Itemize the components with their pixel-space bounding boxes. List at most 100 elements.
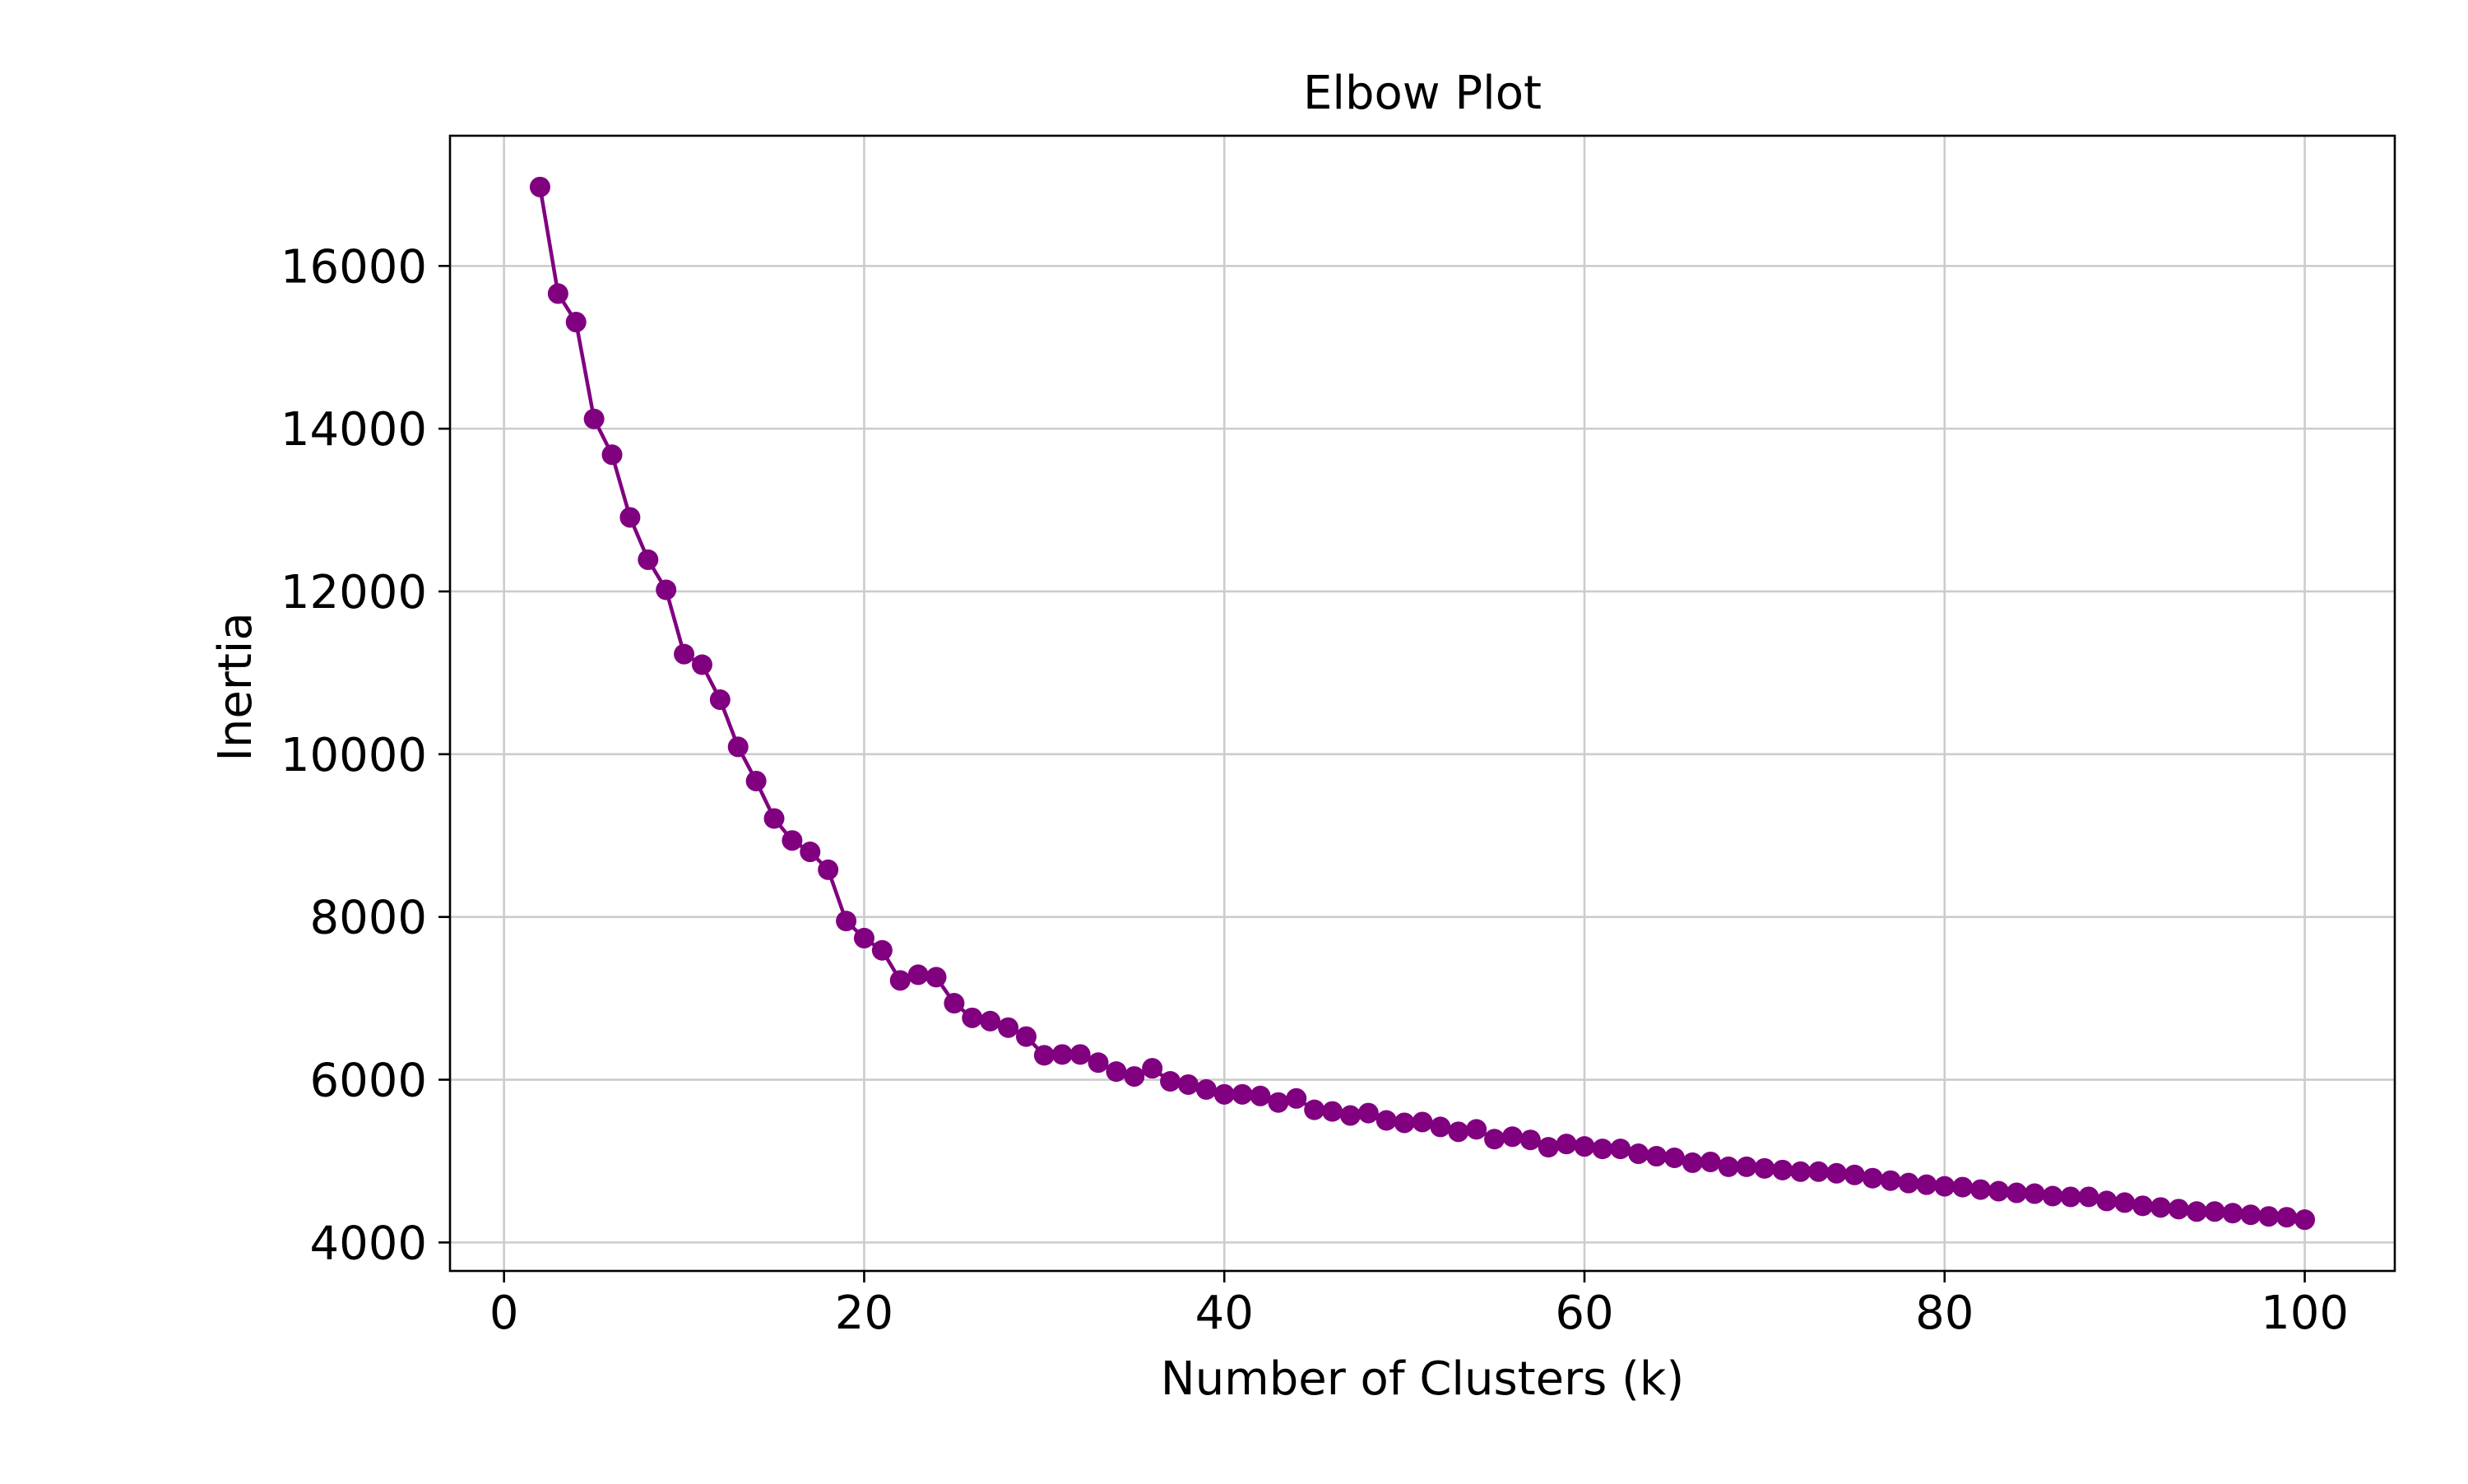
x-tick-label: 40 [1195,1287,1254,1340]
data-point [1610,1139,1631,1160]
y-tick-label: 12000 [281,566,427,619]
data-point [1862,1167,1883,1189]
data-point [2114,1192,2136,1213]
data-point [1574,1136,1595,1157]
data-point [1106,1061,1127,1083]
data-point [1880,1170,1901,1191]
data-point [691,654,712,675]
y-axis-label: Inertia [209,612,262,761]
data-point [2204,1201,2225,1222]
data-point [745,770,767,791]
data-point [1556,1134,1577,1155]
data-point [2240,1204,2262,1226]
data-point [1466,1119,1487,1140]
data-point [674,643,695,665]
data-point [926,967,947,988]
data-point [2258,1206,2280,1227]
data-point [1592,1139,1613,1160]
data-point [1898,1172,1919,1194]
series-layer [529,176,2316,1231]
data-point [1754,1157,1775,1179]
data-point [1268,1092,1289,1113]
data-point [1322,1101,1343,1122]
data-point [565,312,587,333]
data-point [1988,1180,2009,1202]
data-point [782,830,803,851]
data-point [1736,1156,1757,1177]
data-point [1430,1116,1451,1138]
data-point [727,736,749,758]
data-point [2078,1186,2099,1208]
data-point [1069,1044,1091,1065]
y-tick-label: 8000 [309,892,427,945]
y-tick-label: 6000 [309,1055,427,1108]
data-point [2060,1186,2081,1208]
data-point [1412,1111,1433,1133]
data-point [800,842,821,863]
data-point [1682,1152,1703,1173]
x-tick-label: 80 [1915,1287,1974,1340]
data-point [2096,1190,2118,1212]
data-point [2168,1199,2189,1220]
data-point [907,964,929,985]
chart-title: Elbow Plot [1303,67,1542,120]
data-point [619,507,641,528]
tick-layer: 0 20 40 60 80 100 4000 6000 8000 10000 12000 14000 1… [281,240,2349,1340]
data-point [547,283,568,304]
axes-layer [448,134,2396,1273]
data-point [980,1010,1001,1032]
data-point [1916,1174,1937,1195]
data-point [1628,1143,1649,1165]
data-point [853,927,874,948]
data-point [1213,1083,1235,1105]
plot-frame [448,134,2396,1273]
data-point [1357,1102,1379,1124]
x-tick-label: 100 [2261,1287,2349,1340]
y-tick-label: 16000 [281,240,427,294]
data-point [1232,1083,1253,1105]
data-point [2276,1207,2298,1228]
data-point [656,579,677,601]
data-point [1519,1129,1541,1151]
data-point [944,993,965,1014]
y-tick-label: 4000 [309,1217,427,1270]
data-point [871,939,893,961]
data-point [1142,1058,1163,1079]
data-point [1124,1066,1145,1087]
data-point [1934,1176,1955,1197]
data-point [1051,1044,1073,1065]
data-point [1825,1162,1847,1184]
data-point [2186,1201,2207,1222]
data-point [1339,1105,1361,1126]
data-point [836,911,857,932]
data-point [1646,1146,1668,1167]
data-point [1808,1161,1830,1182]
data-point [601,444,623,466]
data-point [1700,1151,1721,1172]
grid-lines [450,136,2395,1271]
data-point [2222,1203,2243,1224]
data-point [1177,1074,1199,1095]
data-point [889,970,911,991]
data-point [1375,1110,1397,1131]
data-point [1033,1045,1055,1066]
data-point [2132,1195,2154,1217]
series-line [538,186,2305,1222]
data-point [1484,1129,1505,1150]
x-tick-label: 0 [489,1287,519,1340]
data-point [1088,1052,1109,1074]
y-tick-label: 10000 [281,729,427,782]
data-point [638,549,659,570]
data-point [1304,1099,1325,1120]
data-point [1286,1087,1307,1109]
data-point [1970,1179,1992,1200]
data-point [1538,1137,1559,1158]
x-tick-label: 60 [1555,1287,1613,1340]
data-point [1015,1026,1037,1047]
data-point [2006,1182,2027,1203]
data-point [818,859,839,880]
data-point [529,176,550,197]
data-point [1663,1147,1685,1168]
data-point [1448,1121,1469,1143]
